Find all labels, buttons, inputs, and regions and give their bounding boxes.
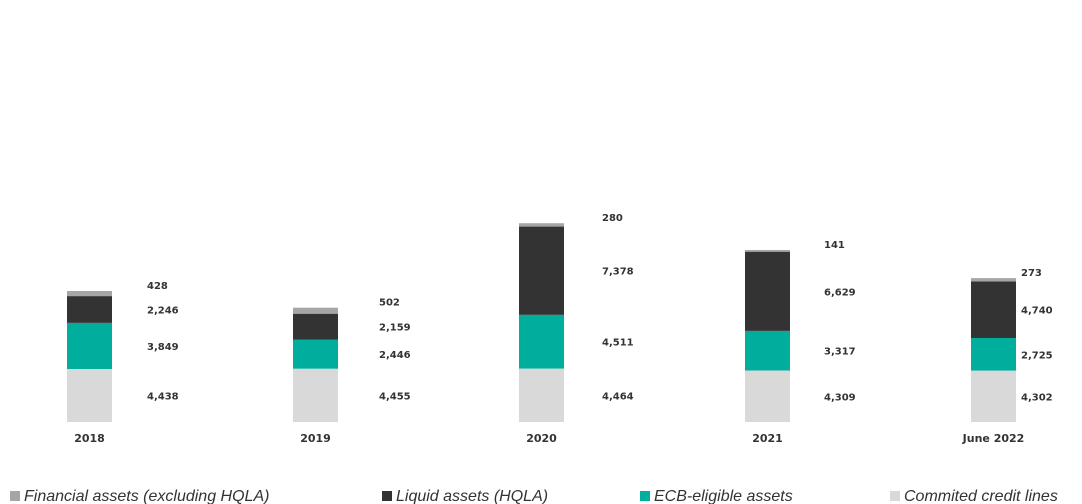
bar-liquid-assets-hqla-2019 [293, 313, 338, 340]
bar-financial-assets-excluding-hqla-2021 [745, 250, 790, 252]
data-label-liquid-assets-hqla-june-2022: 4,740 [1021, 306, 1053, 317]
data-label-ecb-eligible-assets-2019: 2,446 [379, 350, 411, 361]
data-label-financial-assets-excluding-hqla-june-2022: 273 [1021, 268, 1042, 279]
legend-label-commited-credit-lines: Commited credit lines [904, 488, 1058, 504]
data-label-ecb-eligible-assets-2020: 4,511 [602, 338, 634, 349]
bar-ecb-eligible-assets-2020 [519, 314, 564, 369]
bar-financial-assets-excluding-hqla-2019 [293, 307, 338, 314]
data-label-commited-credit-lines-june-2022: 4,302 [1021, 392, 1053, 403]
legend-swatch-ecb-eligible-assets [640, 491, 650, 501]
legend: Financial assets (excluding HQLA) Liquid … [10, 488, 1058, 504]
x-axis-ticks: 2018 2019 2020 2021 June 2022 [74, 432, 1024, 445]
legend-swatch-financial-assets-excluding-hqla [10, 491, 20, 501]
bar-commited-credit-lines-2019 [293, 368, 338, 422]
bar-ecb-eligible-assets-2019 [293, 339, 338, 369]
data-label-ecb-eligible-assets-june-2022: 2,725 [1021, 350, 1053, 361]
data-label-liquid-assets-hqla-2019: 2,159 [379, 323, 411, 334]
bar-ecb-eligible-assets-2021 [745, 330, 790, 371]
data-label-ecb-eligible-assets-2018: 3,849 [147, 342, 179, 353]
legend-swatch-commited-credit-lines [890, 491, 900, 501]
bar-commited-credit-lines-2021 [745, 370, 790, 422]
data-label-financial-assets-excluding-hqla-2018: 428 [147, 281, 168, 292]
bar-ecb-eligible-assets-2018 [67, 323, 112, 369]
legend-label-financial-assets-excluding-hqla: Financial assets (excluding HQLA) [24, 488, 269, 504]
data-label-commited-credit-lines-2018: 4,438 [147, 392, 179, 403]
data-label-financial-assets-excluding-hqla-2020: 280 [602, 213, 623, 224]
bar-financial-assets-excluding-hqla-2020 [519, 223, 564, 227]
bar-liquid-assets-hqla-2021 [745, 251, 790, 331]
data-label-commited-credit-lines-2020: 4,464 [602, 391, 634, 402]
legend-label-ecb-eligible-assets: ECB-eligible assets [654, 488, 793, 504]
bar-commited-credit-lines-2018 [67, 369, 112, 422]
data-label-liquid-assets-hqla-2020: 7,378 [602, 267, 634, 278]
bar-liquid-assets-hqla-june-2022 [971, 281, 1016, 338]
data-label-financial-assets-excluding-hqla-2021: 141 [824, 240, 845, 251]
data-label-liquid-assets-hqla-2021: 6,629 [824, 287, 856, 298]
bar-financial-assets-excluding-hqla-june-2022 [971, 278, 1016, 282]
bar-financial-assets-excluding-hqla-2018 [67, 291, 112, 297]
data-labels-layer: 4,438 3,849 2,246 428 4,455 2,446 2,159 502 4,46… [147, 213, 1053, 403]
bar-commited-credit-lines-june-2022 [971, 370, 1016, 422]
x-tick-label-june-2022: June 2022 [962, 432, 1025, 445]
x-tick-label-2018: 2018 [74, 432, 105, 445]
legend-label-liquid-assets-hqla: Liquid assets (HQLA) [396, 488, 548, 504]
bar-ecb-eligible-assets-june-2022 [971, 338, 1016, 371]
data-label-ecb-eligible-assets-2021: 3,317 [824, 347, 856, 358]
bar-liquid-assets-hqla-2018 [67, 296, 112, 323]
data-label-financial-assets-excluding-hqla-2019: 502 [379, 298, 400, 309]
bar-liquid-assets-hqla-2020 [519, 226, 564, 315]
data-label-liquid-assets-hqla-2018: 2,246 [147, 306, 179, 317]
bar-commited-credit-lines-2020 [519, 368, 564, 422]
x-tick-label-2019: 2019 [300, 432, 331, 445]
data-label-commited-credit-lines-2021: 4,309 [824, 392, 856, 403]
x-tick-label-2021: 2021 [752, 432, 783, 445]
legend-swatch-liquid-assets-hqla [382, 491, 392, 501]
x-tick-label-2020: 2020 [526, 432, 557, 445]
bars-layer [67, 223, 1016, 422]
data-label-commited-credit-lines-2019: 4,455 [379, 391, 411, 402]
